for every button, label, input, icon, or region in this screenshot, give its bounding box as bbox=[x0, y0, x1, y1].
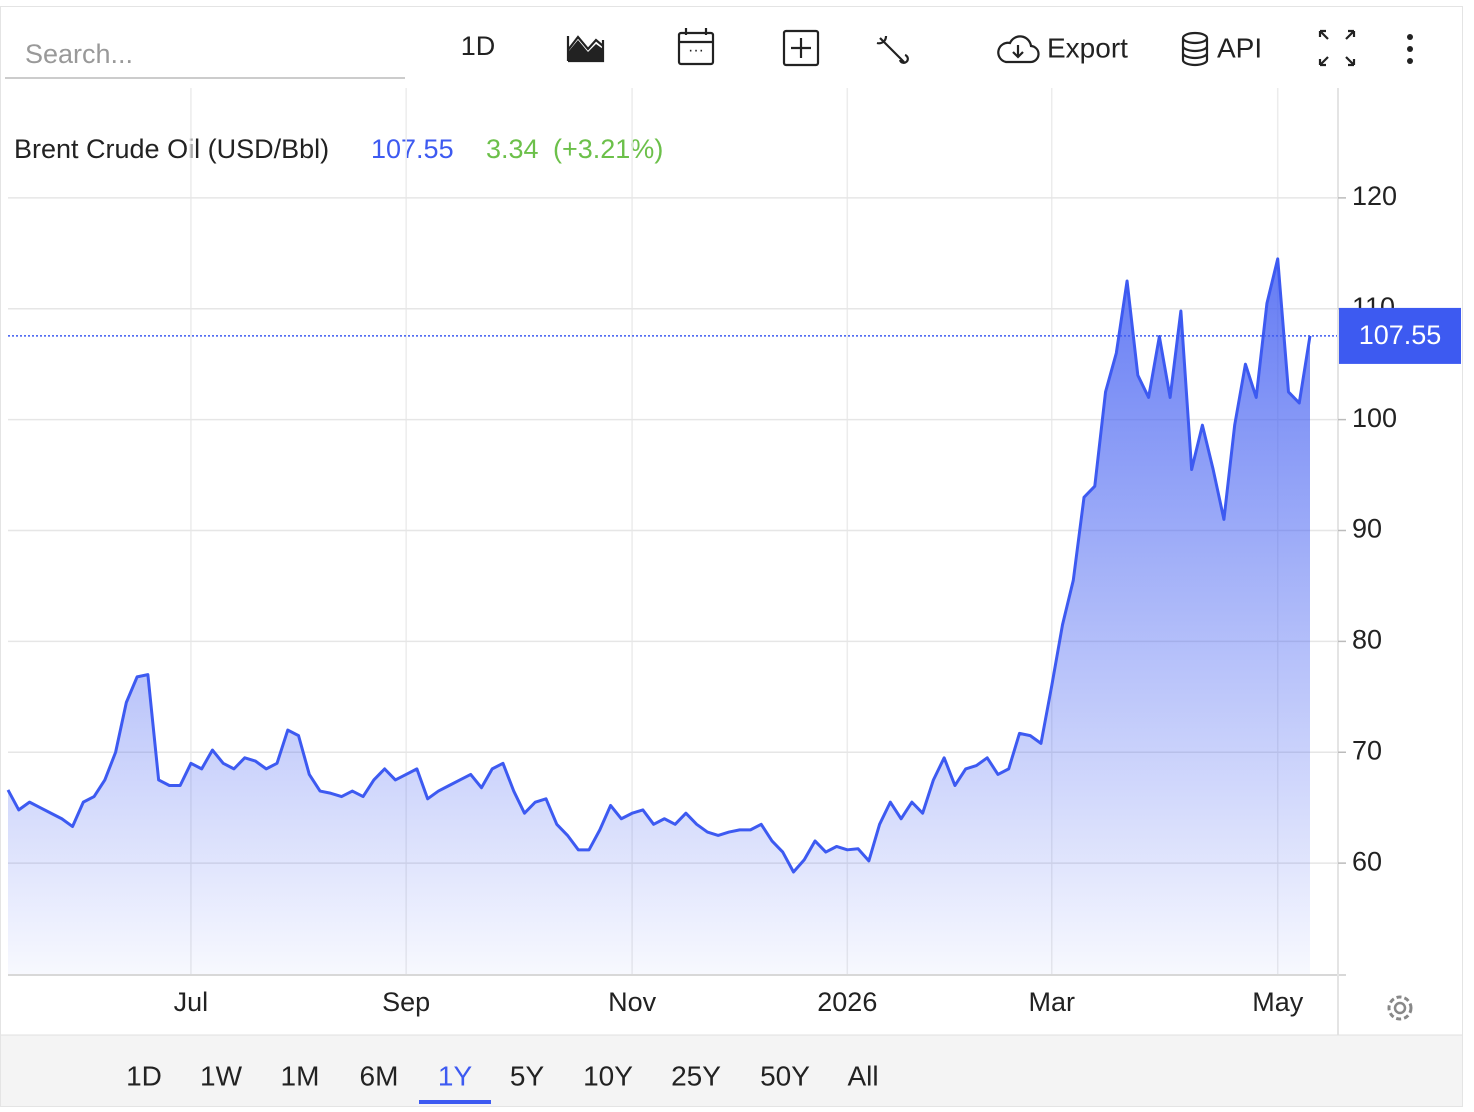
menu-icon[interactable] bbox=[1407, 34, 1413, 64]
calendar-icon[interactable]: ··· bbox=[677, 28, 715, 66]
interval-button[interactable]: 1D bbox=[461, 31, 496, 61]
y-tick-label: 80 bbox=[1352, 625, 1382, 655]
price-change: 3.34 bbox=[486, 134, 539, 164]
x-tick-label: Nov bbox=[608, 987, 657, 1017]
svg-text:···: ··· bbox=[688, 42, 704, 59]
price-line bbox=[6, 257, 1312, 874]
y-tick-label: 120 bbox=[1352, 181, 1397, 211]
x-tick-label: 2026 bbox=[817, 987, 877, 1017]
fullscreen-icon[interactable] bbox=[1318, 29, 1356, 67]
api-button[interactable]: API bbox=[1181, 31, 1262, 67]
settings-icon[interactable] bbox=[1387, 995, 1413, 1021]
last-price: 107.55 bbox=[371, 134, 454, 164]
y-tick-label: 90 bbox=[1352, 514, 1382, 544]
range-button[interactable]: 50Y bbox=[760, 1060, 810, 1091]
range-button[interactable]: 5Y bbox=[510, 1060, 545, 1091]
range-bar bbox=[1, 1035, 1462, 1106]
last-price-badge bbox=[1339, 307, 1461, 364]
x-tick-label: May bbox=[1252, 987, 1304, 1017]
x-tick-label: Jul bbox=[174, 987, 209, 1017]
x-tick-label: Mar bbox=[1029, 987, 1076, 1017]
add-icon[interactable] bbox=[782, 29, 820, 67]
range-button[interactable]: 1Y bbox=[438, 1060, 473, 1091]
instrument-title: Brent Crude Oil (USD/Bbl) bbox=[14, 134, 329, 164]
api-label[interactable]: API bbox=[1217, 32, 1262, 63]
x-tick-label: Sep bbox=[382, 987, 430, 1017]
range-button[interactable]: 1W bbox=[200, 1060, 243, 1091]
range-button[interactable]: 1D bbox=[126, 1060, 162, 1091]
last-price-badge-label: 107.55 bbox=[1359, 320, 1442, 350]
y-tick-label: 70 bbox=[1352, 735, 1382, 765]
chart-type-icon[interactable] bbox=[566, 35, 605, 63]
range-button[interactable]: 10Y bbox=[583, 1060, 633, 1091]
range-button[interactable]: 1M bbox=[281, 1060, 320, 1091]
export-button[interactable]: Export bbox=[997, 32, 1128, 63]
y-tick-label: 100 bbox=[1352, 403, 1397, 433]
price-change-percent: (+3.21%) bbox=[553, 134, 663, 164]
active-range-underline bbox=[419, 1100, 491, 1104]
range-button[interactable]: 6M bbox=[360, 1060, 399, 1091]
search-input[interactable]: Search... bbox=[25, 39, 133, 69]
range-button[interactable]: 25Y bbox=[671, 1060, 721, 1091]
y-tick-label: 60 bbox=[1352, 846, 1382, 876]
range-button[interactable]: All bbox=[847, 1060, 878, 1091]
tools-icon[interactable] bbox=[876, 35, 909, 64]
export-label[interactable]: Export bbox=[1047, 32, 1128, 63]
